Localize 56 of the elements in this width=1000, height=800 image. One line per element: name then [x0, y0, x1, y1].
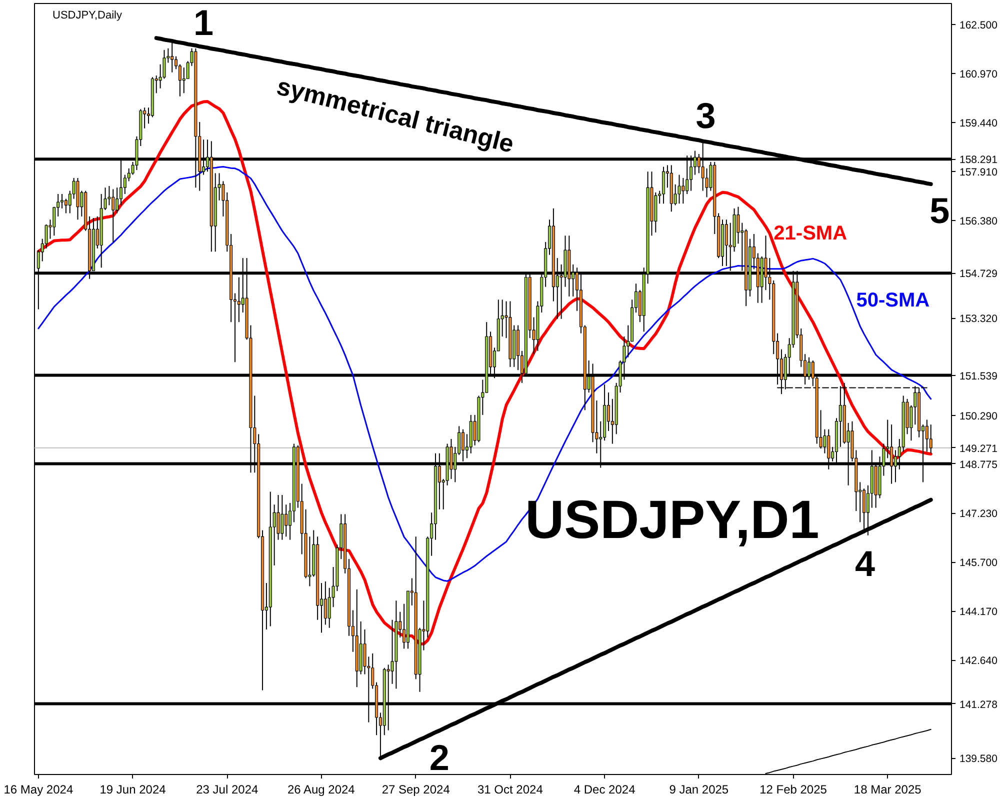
- candlestick: [925, 419, 928, 452]
- candlestick: [284, 504, 288, 538]
- annotation: 4: [855, 542, 876, 584]
- x-tick-label: 27 Sep 2024: [382, 782, 450, 796]
- candlestick: [308, 536, 312, 587]
- candlestick: [324, 580, 327, 626]
- candlestick: [662, 166, 666, 204]
- ref-line-label: 149.271: [960, 442, 998, 455]
- y-tick-label: 157.910: [960, 166, 998, 178]
- x-tick-label: 4 Dec 2024: [574, 782, 636, 796]
- ref-line-label: 148.775: [960, 458, 998, 471]
- x-tick-label: 26 Aug 2024: [287, 782, 356, 796]
- y-tick-label: 150.290: [960, 410, 998, 422]
- candlestick: [280, 494, 284, 540]
- x-tick-label: 18 Mar 2025: [854, 782, 922, 796]
- ref-line-label: 151.539: [960, 370, 998, 382]
- candlestick: [112, 188, 115, 243]
- x-tick-label: 19 Jun 2024: [100, 782, 166, 796]
- candlestick: [123, 174, 126, 195]
- y-tick-label: 159.440: [960, 117, 998, 130]
- ref-line-label: 158.291: [960, 154, 998, 166]
- series-label: 50-SMA: [856, 289, 930, 312]
- y-tick-label: 160.970: [960, 68, 998, 80]
- candlestick: [237, 276, 240, 323]
- x-tick-label: 31 Oct 2024: [478, 782, 544, 796]
- x-tick-label: 12 Feb 2025: [760, 782, 828, 796]
- text: USDJPY,Daily: [52, 10, 122, 22]
- y-tick-label: 144.170: [960, 606, 998, 618]
- annotation: 2: [429, 737, 450, 778]
- candlestick: [116, 187, 119, 214]
- candlestick: [170, 41, 174, 73]
- line-series: [765, 728, 932, 774]
- x-tick-label: 23 Jul 2024: [196, 782, 258, 796]
- annotation: 1: [193, 2, 214, 43]
- y-tick-label: 139.580: [960, 753, 998, 766]
- y-tick-label: 153.320: [960, 313, 998, 326]
- candlestick: [678, 174, 681, 204]
- y-tick-label: 156.380: [960, 215, 998, 228]
- x-tick-label: 16 May 2024: [4, 782, 74, 796]
- candlestick: [44, 224, 48, 249]
- ref-line-label: 154.729: [960, 268, 998, 280]
- annotation: USDJPY,D1: [525, 490, 820, 550]
- y-tick-label: 162.500: [960, 19, 998, 32]
- series-label: 21-SMA: [774, 222, 848, 244]
- candlestick: [328, 587, 331, 628]
- x-tick-label: 9 Jan 2025: [669, 782, 729, 796]
- candlestick: [724, 219, 728, 267]
- candlestick: [682, 178, 685, 204]
- candlestick: [929, 424, 932, 454]
- y-tick-label: 147.230: [960, 508, 998, 520]
- candlestick: [60, 194, 64, 209]
- annotation: 3: [696, 95, 716, 136]
- y-tick-label: 145.700: [960, 557, 998, 570]
- annotation: 5: [930, 190, 950, 232]
- ref-line-label: 141.278: [960, 698, 998, 711]
- y-tick-label: 142.640: [960, 655, 998, 668]
